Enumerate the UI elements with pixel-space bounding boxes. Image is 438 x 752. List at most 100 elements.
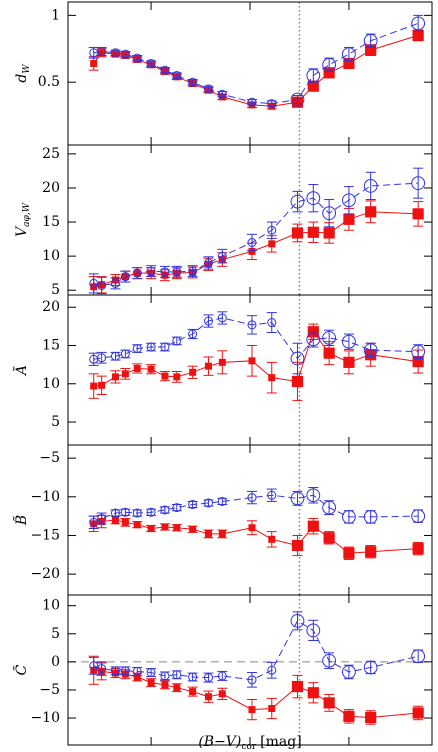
data-point: [363, 660, 378, 675]
data-point: [188, 77, 198, 87]
data-point: [290, 613, 305, 628]
data-point: [291, 375, 304, 388]
x-axis-label-unit: [mag]: [260, 734, 302, 750]
data-point: [411, 176, 426, 191]
data-point: [217, 496, 227, 506]
data-point: [342, 665, 356, 679]
data-point: [146, 342, 156, 352]
plot-area: [88, 445, 426, 595]
y-tick-label: 0: [51, 654, 60, 670]
data-point: [306, 623, 321, 638]
data-point: [203, 316, 213, 326]
data-point: [203, 258, 213, 268]
data-point: [306, 191, 321, 206]
data-point: [133, 521, 141, 529]
data-point: [306, 68, 321, 83]
data-point: [290, 194, 305, 209]
data-point: [111, 373, 119, 381]
data-point: [172, 267, 182, 277]
data-point: [268, 374, 276, 382]
data-point: [290, 491, 305, 506]
data-point: [97, 513, 107, 523]
data-point: [218, 530, 226, 538]
data-point: [133, 364, 141, 372]
data-point: [411, 649, 426, 664]
data-point: [217, 89, 227, 99]
data-point: [365, 546, 377, 558]
data-point: [248, 706, 256, 714]
data-point: [204, 693, 212, 701]
y-axis-label-main: d: [14, 74, 30, 83]
data-point: [363, 33, 378, 48]
data-point: [161, 372, 169, 380]
data-point: [343, 356, 355, 368]
data-point: [268, 535, 276, 543]
data-point: [160, 342, 170, 352]
data-point: [343, 547, 355, 559]
y-tick-label: 10: [42, 248, 60, 264]
data-point: [132, 268, 142, 278]
data-point: [172, 336, 182, 346]
y-axis-label: B̃: [12, 515, 30, 526]
data-point: [268, 240, 276, 248]
data-point: [247, 320, 257, 330]
y-tick-label: 10: [42, 376, 60, 392]
data-point: [173, 684, 181, 692]
data-point: [188, 266, 198, 276]
data-point: [247, 675, 257, 685]
y-tick-label: 15: [42, 214, 60, 230]
y-axis-label-main: V: [14, 225, 30, 237]
y-tick-label: −10: [30, 489, 60, 505]
data-point: [203, 498, 213, 508]
data-point: [204, 530, 212, 538]
data-point: [173, 373, 181, 381]
data-point: [120, 507, 130, 517]
data-point: [110, 48, 120, 58]
data-point: [307, 687, 319, 699]
data-point: [132, 344, 142, 354]
panel-frame: [67, 294, 433, 446]
y-axis-label-main: B̃: [12, 515, 30, 526]
data-point: [323, 532, 335, 544]
data-point: [290, 92, 305, 107]
data-point: [188, 500, 198, 510]
data-point: [412, 208, 424, 220]
data-point: [412, 355, 424, 368]
plot-area: [88, 295, 426, 445]
data-point: [172, 670, 182, 680]
data-point: [203, 84, 213, 94]
data-point: [267, 225, 277, 235]
y-tick-label: 15: [42, 338, 60, 354]
x-axis-label: (B−V)cor [mag]: [198, 734, 301, 752]
data-point: [90, 382, 98, 390]
data-point: [146, 668, 156, 678]
y-axis-label: dW: [14, 64, 32, 83]
data-point: [365, 44, 377, 56]
y-axis-label-main: C̃: [12, 664, 30, 675]
data-point: [343, 57, 355, 70]
data-point: [218, 358, 226, 366]
data-point: [247, 493, 257, 503]
y-tick-label: 5: [51, 282, 60, 298]
data-point: [160, 267, 170, 277]
data-point: [323, 347, 335, 359]
y-tick-label: −20: [30, 566, 60, 582]
y-tick-label: 1: [51, 7, 60, 23]
data-point: [110, 508, 120, 518]
plot-area: [88, 2, 426, 145]
data-point: [267, 665, 277, 675]
data-point: [218, 690, 226, 698]
series-line: [93, 620, 419, 681]
data-point: [307, 80, 319, 92]
data-point: [110, 278, 120, 288]
y-tick-label: −15: [30, 527, 60, 543]
data-point: [323, 67, 335, 79]
data-point: [120, 49, 130, 59]
data-point: [160, 65, 170, 75]
data-point: [363, 510, 378, 524]
panel-frame: [67, 144, 433, 296]
y-tick-label: 20: [42, 299, 60, 315]
panel-frame: [67, 1, 433, 146]
data-point: [161, 681, 169, 689]
data-point: [189, 368, 197, 376]
